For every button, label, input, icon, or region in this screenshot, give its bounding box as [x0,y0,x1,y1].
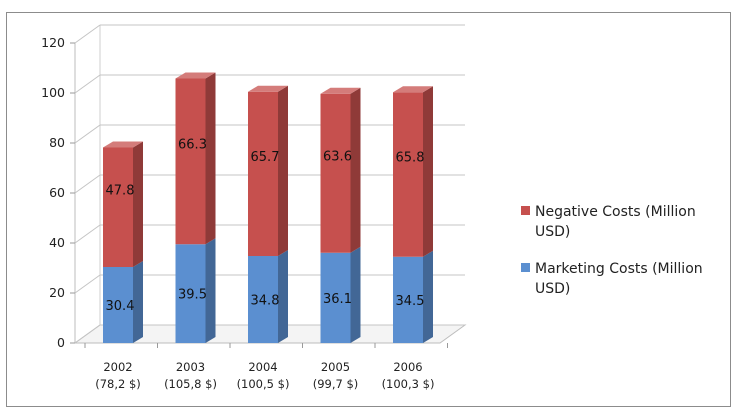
data-label-negative: 47.8 [106,183,135,198]
legend-swatch-negative [521,206,530,215]
bar-segment-marketing-side [423,250,433,343]
y-tick-label: 20 [49,285,65,300]
bar-segment-negative-top [175,72,216,79]
x-category-label: 2006 [393,360,422,374]
bar-segment-marketing [175,244,206,343]
bar-segment-negative-side [350,87,361,253]
bar-segment-negative-side [205,72,216,245]
bar-segment-negative-side [423,86,433,257]
bar-segment-negative [320,93,351,253]
gridline-depth [74,174,101,194]
bar-segment-negative-side [133,141,143,267]
legend-label-negative-cont: USD) [535,224,570,240]
bar-segment-negative-top [103,141,143,148]
data-label-negative: 63.6 [323,149,352,164]
gridline-depth [74,324,101,344]
bar-segment-marketing-side [133,261,143,343]
bar-segment-negative [175,78,206,245]
y-tick-label: 80 [49,135,65,150]
x-category-label: 2002 [103,360,132,374]
bar-segment-marketing-side [205,238,216,343]
x-category-label: 2003 [176,360,205,374]
y-tick-label: 120 [41,35,65,50]
x-category-sublabel: (105,8 $) [164,377,217,391]
x-category-sublabel: (99,7 $) [313,377,359,391]
legend-label-marketing-cont: USD) [535,281,570,297]
data-label-marketing: 39.5 [178,288,207,303]
bar-segment-negative-top [248,85,288,92]
bar-segment-negative [248,91,278,256]
gridline-depth [74,74,101,94]
bar-segment-negative-top [320,87,361,94]
y-tick-label: 0 [57,335,65,350]
gridline-depth [74,124,101,144]
data-label-negative: 66.3 [178,137,207,152]
data-label-negative: 65.8 [396,151,425,166]
x-category-sublabel: (100,3 $) [382,377,435,391]
bars-layer [103,72,433,343]
bar-segment-marketing [248,256,278,343]
y-tick-label: 40 [49,235,65,250]
data-label-marketing: 36.1 [323,292,352,307]
bar-segment-negative-top [393,86,433,93]
data-label-negative: 65.7 [251,150,280,165]
data-label-marketing: 34.5 [396,294,425,309]
bar-segment-negative [393,92,423,257]
bar-segment-marketing [103,267,133,343]
x-category-label: 2004 [248,360,277,374]
gridline-depth [74,24,101,44]
bar-segment-marketing [393,256,423,343]
y-tick-label: 100 [41,85,65,100]
data-label-marketing: 30.4 [106,299,135,314]
bar-segment-negative-side [278,85,288,256]
gridline-depth [74,274,101,294]
legend-swatch-marketing [521,263,530,272]
legend-label-marketing: Marketing Costs (Million [535,261,703,277]
x-category-sublabel: (78,2 $) [95,377,141,391]
bar-segment-marketing [320,252,351,343]
x-category-sublabel: (100,5 $) [237,377,290,391]
bar-segment-marketing-side [278,250,288,343]
x-category-label: 2005 [321,360,350,374]
y-tick-label: 60 [49,185,65,200]
legend-label-negative: Negative Costs (Million [535,204,696,220]
bar-segment-negative [103,147,133,267]
data-label-marketing: 34.8 [251,294,280,309]
bar-segment-marketing-side [350,246,361,343]
gridline-depth [74,224,101,244]
